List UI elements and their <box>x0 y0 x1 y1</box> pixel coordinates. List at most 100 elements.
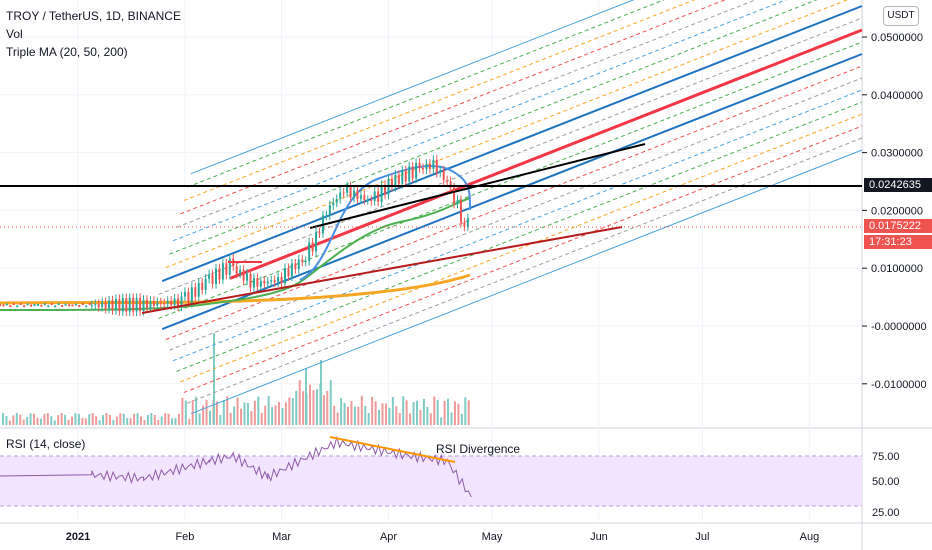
volume-bar <box>253 400 256 425</box>
rsi-line <box>0 435 472 498</box>
candle-body <box>370 200 373 202</box>
rsi-pane[interactable]: RSI Divergence 75.00 50.00 25.00 <box>0 435 900 519</box>
candle-body <box>149 300 152 308</box>
candle-body <box>404 170 407 182</box>
candle-body <box>177 298 180 307</box>
rsi-divergence-line <box>329 436 456 463</box>
volume-bar <box>443 400 446 425</box>
candle-body <box>394 174 397 187</box>
volume-bar <box>257 396 260 425</box>
candle-body <box>439 170 442 173</box>
volume-bar <box>271 407 274 425</box>
currency-button[interactable]: USDT <box>883 6 919 26</box>
volume-bar <box>71 416 73 425</box>
candle-body <box>111 300 114 311</box>
volume-bar <box>312 390 315 425</box>
time-axis: 2021 Feb Mar Apr May Jun Jul Aug <box>66 531 819 543</box>
candle-body <box>135 297 138 312</box>
candle-body <box>325 215 328 217</box>
triple-ma-legend[interactable]: Triple MA (20, 50, 200) <box>6 45 128 59</box>
volume-bar <box>367 413 370 425</box>
gridlines <box>0 0 862 523</box>
volume-bar <box>374 401 377 425</box>
candle-body <box>146 299 148 308</box>
volume-bar <box>219 414 222 425</box>
volume-bar <box>453 401 456 425</box>
volume-bar <box>167 413 170 425</box>
candle-body <box>449 181 452 188</box>
rsi-tick-75: 75.00 <box>872 451 900 463</box>
candle-body <box>415 163 418 179</box>
volume-bar <box>298 380 301 425</box>
volume-bar <box>81 417 84 425</box>
candle-body <box>197 282 200 297</box>
volume-bar <box>326 390 329 425</box>
volume-bar <box>429 413 432 425</box>
channel-line <box>169 0 818 255</box>
volume-bar <box>378 409 381 425</box>
volume-bar <box>84 418 87 425</box>
volume-bar <box>60 413 63 425</box>
candle-body <box>363 195 366 201</box>
candle-body <box>428 163 431 169</box>
ma-20-line <box>299 165 471 281</box>
candle-body <box>90 305 93 307</box>
volume-bar <box>19 414 22 425</box>
candle-body <box>159 302 162 304</box>
rsi-divergence-label: RSI Divergence <box>436 442 520 456</box>
candle-body <box>121 298 124 312</box>
candle-body <box>9 305 12 308</box>
volume-bar <box>181 397 184 425</box>
rsi-legend[interactable]: RSI (14, close) <box>6 437 86 451</box>
candle-body <box>315 232 318 252</box>
volume-bar <box>64 414 67 425</box>
candle-body <box>74 303 77 306</box>
volume-bar <box>333 405 336 425</box>
volume-bar <box>153 415 156 425</box>
candle-body <box>201 282 204 290</box>
red-trend-line <box>141 226 623 314</box>
channel-line <box>176 101 863 372</box>
volume-bar <box>250 411 253 425</box>
candle-body <box>61 304 64 307</box>
candle-body <box>142 299 145 311</box>
volume-bar <box>26 416 29 425</box>
candle-body <box>239 269 242 274</box>
volume-bar <box>264 405 267 425</box>
volume-bar <box>95 416 98 425</box>
candle-body <box>19 303 22 306</box>
candle-body <box>432 159 435 169</box>
candle-body <box>453 187 456 204</box>
volume-bar <box>243 402 246 425</box>
candle-body <box>132 297 135 312</box>
volume-bar <box>291 398 294 425</box>
candle-body <box>43 303 46 306</box>
volume-legend[interactable]: Vol <box>6 27 23 41</box>
candle-body <box>390 178 393 187</box>
candle-body <box>16 305 19 308</box>
candle-body <box>50 303 53 306</box>
volume-bar <box>184 400 187 425</box>
time-axis-label: Jun <box>590 531 608 543</box>
candle-body <box>163 303 166 305</box>
symbol-title[interactable]: TROY / TetherUS, 1D, BINANCE <box>6 9 181 23</box>
volume-bar <box>198 413 201 425</box>
price-axis: 0.0500000 0.0400000 0.0300000 0.0200000 0.01… <box>862 32 927 391</box>
candle-body <box>408 166 411 182</box>
candle-body <box>335 199 338 203</box>
candle-body <box>418 163 421 169</box>
volume-bar <box>146 415 149 425</box>
volume-bar <box>126 418 129 425</box>
candle-body <box>294 263 297 270</box>
candle-body <box>373 191 376 201</box>
candle-body <box>204 278 207 290</box>
candle-body <box>246 273 249 281</box>
volume-bar <box>98 420 101 425</box>
volume-bar <box>357 406 360 425</box>
volume-bar <box>309 384 312 425</box>
volume-bar <box>150 413 153 425</box>
volume-bar <box>36 417 39 425</box>
volume-bar <box>395 406 398 425</box>
volume-bar <box>320 360 322 425</box>
